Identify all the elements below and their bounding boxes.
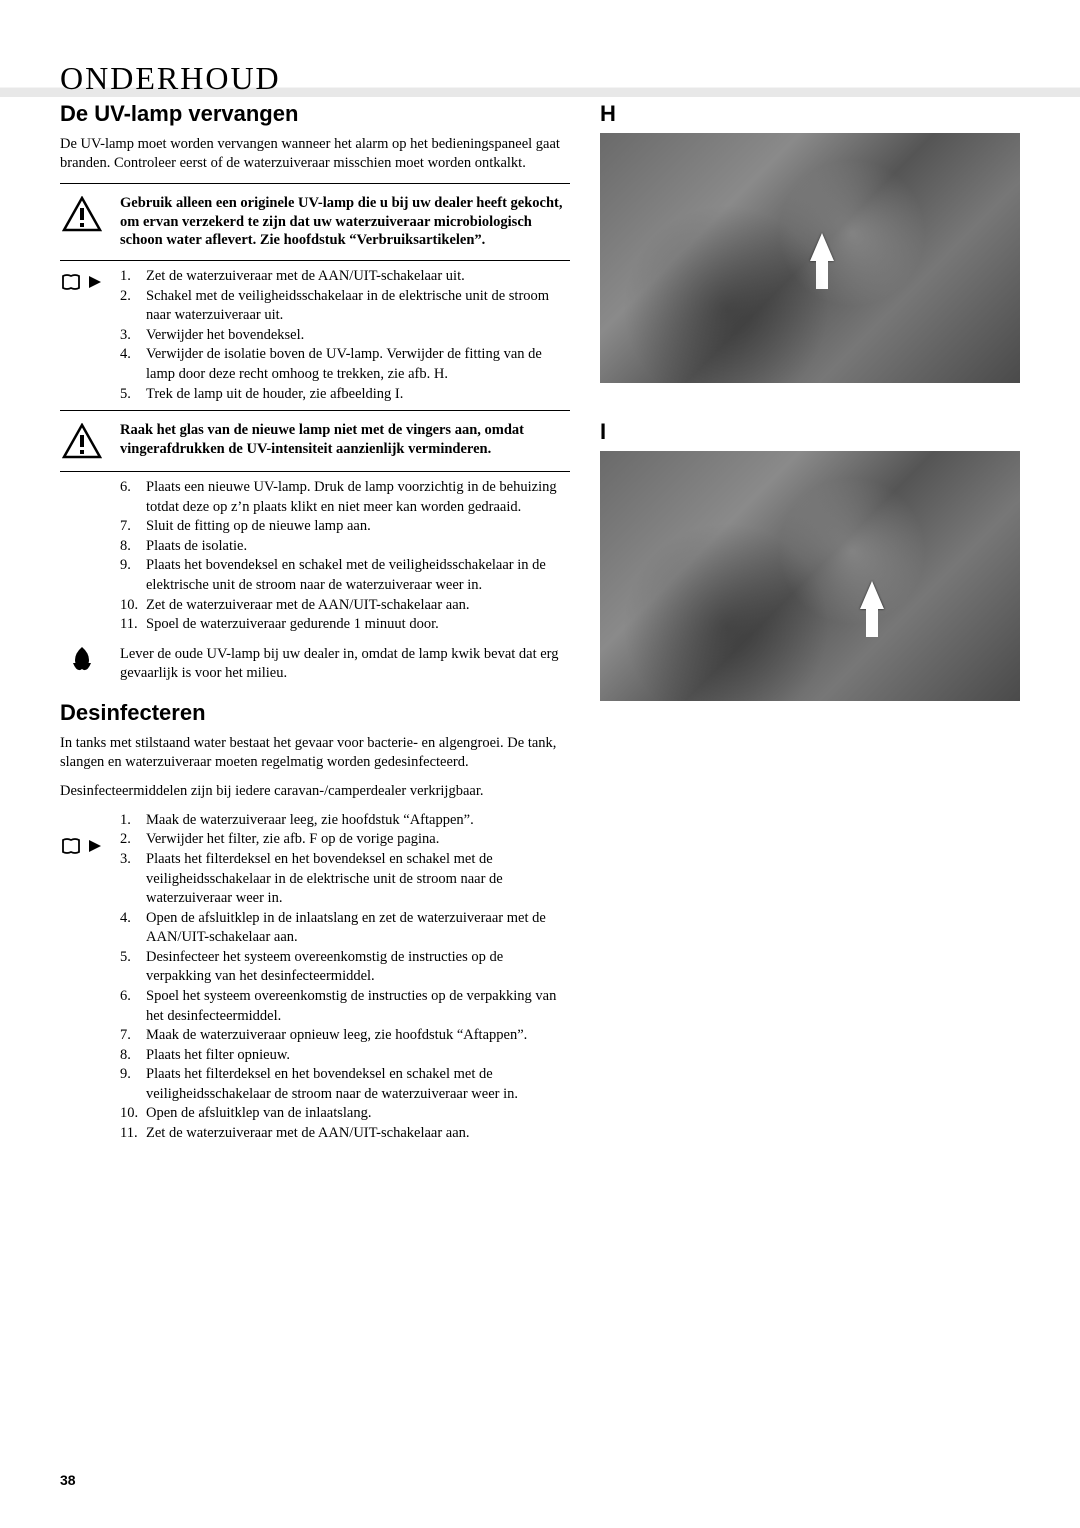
list-item: 9.Plaats het filterdeksel en het bovende… — [120, 1065, 570, 1104]
list-item: 1.Maak de waterzuiveraar leeg, zie hoofd… — [120, 811, 570, 831]
list-item: 2.Verwijder het filter, zie afb. F op de… — [120, 830, 570, 850]
figure-h-label: H — [600, 101, 1020, 127]
chapter-header: ONDERHOUD — [0, 60, 1080, 97]
list-item: 5.Trek de lamp uit de houder, zie afbeel… — [120, 385, 570, 405]
list-item: 8.Plaats het filter opnieuw. — [120, 1046, 570, 1066]
figure-h-image — [600, 133, 1020, 383]
warning-icon — [60, 421, 104, 461]
list-item: 10.Zet de waterzuiveraar met de AAN/UIT-… — [120, 596, 570, 616]
eco-note: Lever de oude UV-lamp bij uw dealer in, … — [60, 645, 570, 683]
section1-intro: De UV-lamp moet worden vervangen wanneer… — [60, 135, 570, 173]
warning2-text: Raak het glas van de nieuwe lamp niet me… — [120, 421, 570, 459]
divider — [60, 260, 570, 261]
content-columns: De UV-lamp vervangen De UV-lamp moet wor… — [60, 101, 1020, 1149]
hand-icon — [60, 831, 104, 861]
list-item: 9.Plaats het bovendeksel en schakel met … — [120, 556, 570, 595]
section2-intro2: Desinfecteermiddelen zijn bij iedere car… — [60, 782, 570, 801]
warning-callout-1: Gebruik alleen een originele UV-lamp die… — [60, 190, 570, 255]
divider — [60, 410, 570, 411]
hand-icon — [60, 267, 104, 297]
figure-i-image — [600, 451, 1020, 701]
list-item: 5.Desinfecteer het systeem overeenkomsti… — [120, 948, 570, 987]
list-item: 1.Zet de waterzuiveraar met de AAN/UIT-s… — [120, 267, 570, 287]
chapter-title: ONDERHOUD — [60, 60, 1080, 97]
list-item: 11.Zet de waterzuiveraar met de AAN/UIT-… — [120, 1124, 570, 1144]
list-item: 8.Plaats de isolatie. — [120, 537, 570, 557]
steps-block-b: 6.Plaats een nieuwe UV-lamp. Druk de lam… — [60, 478, 570, 635]
list-item: 4.Open de afsluitklep in de inlaatslang … — [120, 909, 570, 948]
warning-icon — [60, 194, 104, 234]
steps-list-c: 1.Maak de waterzuiveraar leeg, zie hoofd… — [120, 811, 570, 1144]
figure-i-label: I — [600, 419, 1020, 445]
list-item: 7.Maak de waterzuiveraar opnieuw leeg, z… — [120, 1026, 570, 1046]
section1-heading: De UV-lamp vervangen — [60, 101, 570, 127]
right-column: H I — [600, 101, 1020, 1149]
list-item: 11.Spoel de waterzuiveraar gedurende 1 m… — [120, 615, 570, 635]
warning-callout-2: Raak het glas van de nieuwe lamp niet me… — [60, 417, 570, 465]
list-item: 2.Schakel met de veiligheidsschakelaar i… — [120, 287, 570, 326]
steps-block-c: 1.Maak de waterzuiveraar leeg, zie hoofd… — [60, 811, 570, 1144]
spacer — [60, 478, 104, 508]
left-column: De UV-lamp vervangen De UV-lamp moet wor… — [60, 101, 570, 1149]
list-item: 3.Plaats het filterdeksel en het bovende… — [120, 850, 570, 909]
eco-note-text: Lever de oude UV-lamp bij uw dealer in, … — [120, 645, 570, 683]
page-number: 38 — [60, 1472, 76, 1488]
list-item: 10.Open de afsluitklep van de inlaatslan… — [120, 1104, 570, 1124]
steps-list-a: 1.Zet de waterzuiveraar met de AAN/UIT-s… — [120, 267, 570, 404]
section2-intro1: In tanks met stilstaand water bestaat he… — [60, 734, 570, 772]
list-item: 6.Plaats een nieuwe UV-lamp. Druk de lam… — [120, 478, 570, 517]
list-item: 3.Verwijder het bovendeksel. — [120, 326, 570, 346]
steps-block-a: 1.Zet de waterzuiveraar met de AAN/UIT-s… — [60, 267, 570, 404]
eco-icon — [60, 645, 104, 675]
warning1-text: Gebruik alleen een originele UV-lamp die… — [120, 194, 570, 251]
list-item: 7.Sluit de fitting op de nieuwe lamp aan… — [120, 517, 570, 537]
list-item: 4.Verwijder de isolatie boven de UV-lamp… — [120, 345, 570, 384]
list-item: 6.Spoel het systeem overeenkomstig de in… — [120, 987, 570, 1026]
steps-list-b: 6.Plaats een nieuwe UV-lamp. Druk de lam… — [120, 478, 570, 635]
section2-heading: Desinfecteren — [60, 700, 570, 726]
divider — [60, 183, 570, 184]
divider — [60, 471, 570, 472]
